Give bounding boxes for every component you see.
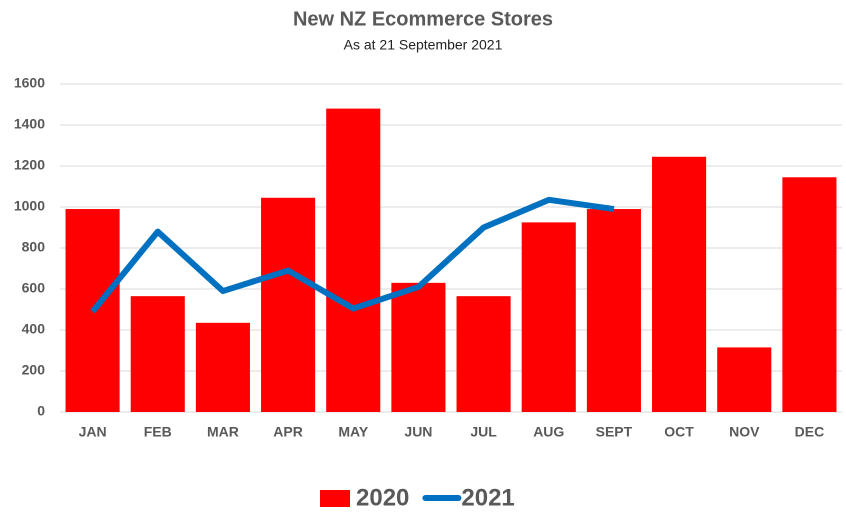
bar — [652, 156, 707, 412]
x-tick-label: DEC — [795, 424, 825, 440]
marks — [65, 108, 837, 412]
x-tick-label: APR — [273, 424, 303, 440]
y-tick-label: 1200 — [14, 157, 45, 173]
x-tick-label: SEPT — [596, 424, 633, 440]
x-tick-label: AUG — [533, 424, 564, 440]
y-tick-label: 1400 — [14, 116, 45, 132]
bar — [195, 322, 250, 412]
x-tick-label: JUL — [470, 424, 497, 440]
bar — [521, 222, 576, 412]
y-tick-label: 1600 — [14, 75, 45, 91]
bar — [456, 296, 511, 412]
x-tick-label: FEB — [144, 424, 172, 440]
bar — [391, 282, 446, 412]
bar — [130, 296, 185, 412]
bar — [717, 347, 772, 412]
x-tick-label: JUN — [404, 424, 432, 440]
bar — [586, 209, 641, 412]
legend-label: 2021 — [461, 484, 514, 511]
bar — [261, 197, 316, 412]
legend-swatch — [320, 490, 350, 507]
x-tick-label: OCT — [664, 424, 694, 440]
legend-label: 2020 — [356, 484, 409, 511]
y-tick-label: 200 — [22, 362, 46, 378]
y-tick-label: 1000 — [14, 198, 45, 214]
x-tick-label: JAN — [79, 424, 107, 440]
y-tick-label: 600 — [22, 280, 46, 296]
x-tick-label: NOV — [729, 424, 760, 440]
line — [90, 196, 615, 314]
y-tick-label: 400 — [22, 321, 46, 337]
chart-subtitle: As at 21 September 2021 — [344, 37, 503, 53]
chart-title: New NZ Ecommerce Stores — [293, 8, 553, 30]
y-tick-label: 0 — [37, 403, 45, 419]
grid: 0 200 400 600 800 1000 1200 1400 1600 JAN FEB MAR AP… — [14, 75, 842, 440]
x-tick-label: MAY — [338, 424, 368, 440]
y-tick-label: 800 — [22, 239, 46, 255]
x-tick-label: MAR — [207, 424, 239, 440]
bar — [326, 108, 381, 412]
bar — [782, 177, 837, 412]
legend: 2020 2021 — [320, 484, 515, 511]
